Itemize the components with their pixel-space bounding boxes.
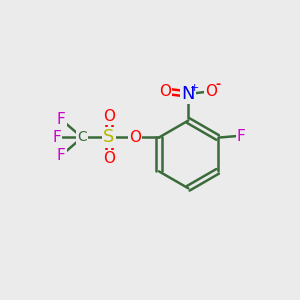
Text: F: F [57,112,66,127]
Text: O: O [205,84,217,99]
Text: O: O [129,130,141,145]
Text: O: O [103,151,115,166]
Text: F: F [237,128,245,143]
Text: F: F [52,130,61,145]
Text: O: O [103,109,115,124]
Text: C: C [77,130,87,145]
Text: S: S [103,128,115,146]
Text: N: N [182,85,195,103]
Text: +: + [190,82,200,93]
Text: O: O [159,84,171,99]
Text: -: - [215,78,220,92]
Text: F: F [57,148,66,163]
